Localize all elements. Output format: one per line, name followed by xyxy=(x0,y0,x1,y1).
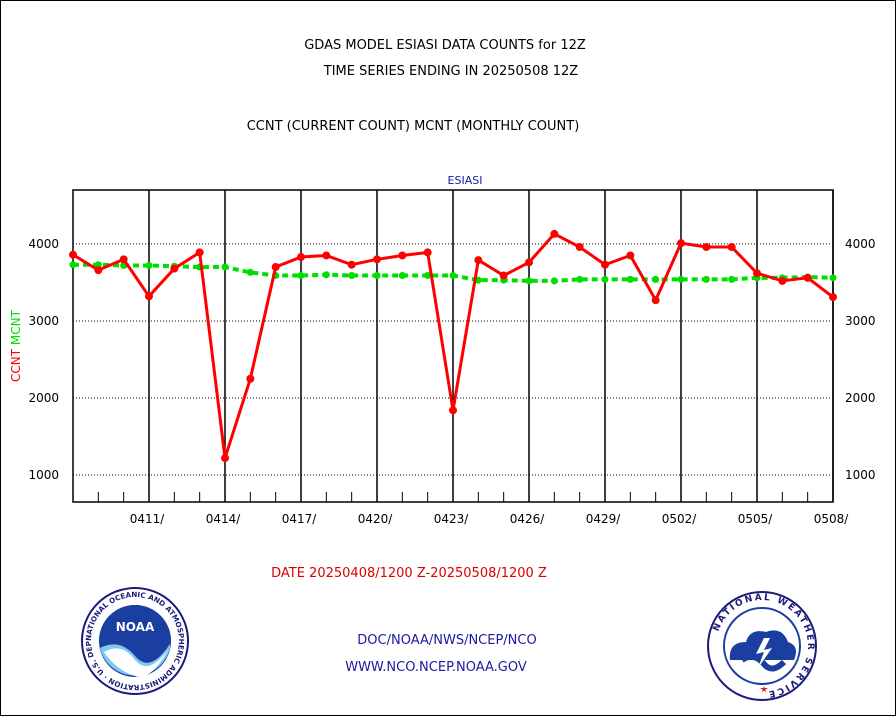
series-ccnt-point xyxy=(373,255,381,264)
plot-series xyxy=(69,229,837,463)
y-axis-label: CCNT MCNT xyxy=(9,309,23,382)
y-tick-label-right: 4000 xyxy=(845,237,876,251)
x-tick-label: 0414/ xyxy=(206,512,242,526)
y-tick-label-left: 3000 xyxy=(28,314,59,328)
series-ccnt-point xyxy=(474,256,483,265)
y-tick-label-right: 3000 xyxy=(845,314,876,328)
series-ccnt-point xyxy=(499,271,508,280)
y-tick-label-left: 2000 xyxy=(28,391,59,405)
series-mcnt-point xyxy=(449,272,457,280)
series-mcnt-point xyxy=(398,272,406,280)
series-ccnt-point xyxy=(322,251,331,260)
series-mcnt-point xyxy=(829,274,837,282)
series-mcnt-point xyxy=(94,261,102,269)
x-tick-label: 0502/ xyxy=(662,512,698,526)
series-ccnt-point xyxy=(398,251,407,260)
series-ccnt-point xyxy=(753,269,761,278)
y-tick-label-right: 1000 xyxy=(845,468,876,482)
series-mcnt-point xyxy=(373,272,381,280)
series-mcnt-point xyxy=(576,275,584,283)
series-ccnt-point xyxy=(550,229,559,238)
series-mcnt-point xyxy=(69,261,77,269)
org-path-link[interactable]: DOC/NOAA/NWS/NCEP/NCO xyxy=(357,633,537,648)
series-mcnt-point xyxy=(525,277,533,285)
series-mcnt-point xyxy=(601,275,609,283)
plot-labels: 0411/0414/0417/0420/0423/0426/0429/0502/… xyxy=(9,174,876,526)
series-ccnt-point xyxy=(271,263,280,272)
nws-logo: NATIONAL WEATHER SERVICE xyxy=(707,591,817,701)
series-ccnt-point xyxy=(677,239,685,248)
plot-grid xyxy=(73,190,834,502)
x-tick-label: 0429/ xyxy=(586,512,622,526)
series-ccnt-point xyxy=(803,273,812,282)
series-ccnt-point xyxy=(297,253,305,262)
series-ccnt-point xyxy=(626,251,635,260)
series-ccnt-point xyxy=(94,266,103,275)
series-mcnt-point xyxy=(652,275,660,283)
series-ccnt-point xyxy=(778,276,787,285)
y-tick-label-left: 4000 xyxy=(28,237,59,251)
series-mcnt-point xyxy=(221,263,229,271)
series-mcnt-point xyxy=(424,272,432,280)
date-range-label: DATE 20250408/1200 Z-20250508/1200 Z xyxy=(271,566,547,581)
series-mcnt-point xyxy=(145,261,153,269)
noaa-logo: NATIONAL OCEANIC AND ATMOSPHERIC ADMINIS… xyxy=(80,586,189,695)
x-tick-label: 0508/ xyxy=(814,512,850,526)
chart-title: GDAS MODEL ESIASI DATA COUNTS for 12Z xyxy=(304,38,586,53)
series-ccnt-point xyxy=(347,260,356,269)
series-ccnt-point xyxy=(170,264,179,273)
website-link[interactable]: WWW.NCO.NCEP.NOAA.GOV xyxy=(345,660,527,675)
series-ccnt-point xyxy=(195,248,204,257)
plot-title: ESIASI xyxy=(448,174,483,187)
series-ccnt-point xyxy=(575,243,584,252)
x-tick-label: 0423/ xyxy=(434,512,470,526)
y-tick-label-left: 1000 xyxy=(28,468,59,482)
series-ccnt-point xyxy=(727,243,736,252)
series-ccnt-point xyxy=(69,250,77,259)
series-ccnt-point xyxy=(423,248,432,257)
series-ccnt-point xyxy=(829,293,837,302)
series-ccnt-point xyxy=(651,296,660,305)
series-ccnt-point xyxy=(525,258,533,267)
series-ccnt-point xyxy=(601,260,609,269)
series-mcnt-point xyxy=(677,275,685,283)
x-tick-label: 0411/ xyxy=(130,512,166,526)
noaa-logo-label: NOAA xyxy=(116,620,155,634)
y-axis-label-ccnt: CCNT xyxy=(9,345,23,382)
series-mcnt-point xyxy=(246,268,254,276)
x-tick-label: 0505/ xyxy=(738,512,774,526)
x-tick-label: 0417/ xyxy=(282,512,318,526)
series-mcnt-point xyxy=(322,271,330,279)
series-ccnt-point xyxy=(145,292,153,301)
chart-subtitle: TIME SERIES ENDING IN 20250508 12Z xyxy=(323,64,579,79)
x-tick-label: 0420/ xyxy=(358,512,394,526)
series-mcnt-point xyxy=(348,272,356,280)
series-ccnt-point xyxy=(119,255,128,264)
series-ccnt-point xyxy=(246,374,255,383)
plot-border xyxy=(72,189,834,503)
series-mcnt-point xyxy=(626,275,634,283)
series-ccnt-point xyxy=(702,243,711,252)
y-tick-label-right: 2000 xyxy=(845,391,876,405)
x-tick-label: 0426/ xyxy=(510,512,546,526)
plot-axes xyxy=(72,189,834,503)
series-mcnt-point xyxy=(297,272,305,280)
series-mcnt-point xyxy=(702,275,710,283)
series-ccnt-point xyxy=(449,406,457,415)
series-legend-line: CCNT (CURRENT COUNT) MCNT (MONTHLY COUNT… xyxy=(246,119,580,134)
series-mcnt-point xyxy=(550,277,558,285)
y-axis-label-mcnt: MCNT xyxy=(9,309,23,345)
series-ccnt-point xyxy=(221,454,229,463)
series-mcnt-point xyxy=(728,275,736,283)
